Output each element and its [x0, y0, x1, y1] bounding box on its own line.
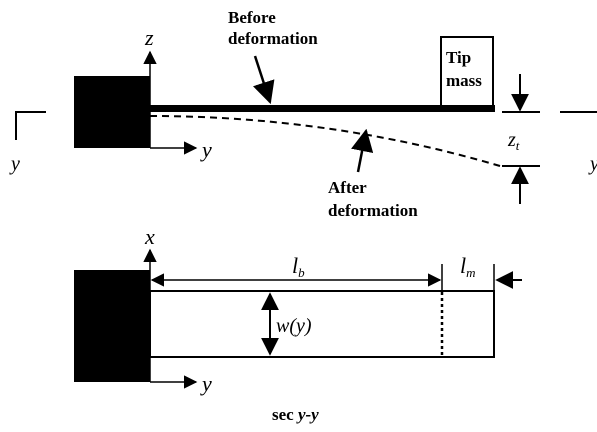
section-mark-left-label: y — [9, 153, 20, 175]
before-label-line2: deformation — [228, 29, 318, 48]
section-caption: sec y-y — [272, 405, 319, 424]
tip-mass-base — [441, 105, 495, 112]
tip-mass-label-line2: mass — [446, 71, 482, 90]
tip-mass-box — [440, 36, 494, 108]
beam-undeformed — [150, 105, 442, 112]
section-mark-right-label: y — [588, 153, 597, 175]
before-pointer-arrow — [253, 55, 275, 105]
y-axis-label: y — [200, 137, 212, 162]
after-label-line1: After — [328, 178, 367, 197]
before-label-line1: Before — [228, 8, 276, 27]
tip-mass-label-line1: Tip — [446, 48, 471, 67]
beam-plate — [149, 290, 495, 358]
lm-label: lm — [460, 253, 476, 280]
after-label-line2: deformation — [328, 201, 418, 220]
section-mark-left-line — [15, 111, 46, 140]
zt-label: zt — [507, 129, 520, 153]
clamp-block-section — [74, 270, 150, 382]
z-axis-label: z — [144, 25, 154, 50]
lb-label: lb — [292, 253, 305, 280]
y-axis-label-section: y — [200, 371, 212, 396]
x-axis-label: x — [144, 224, 155, 249]
top-view: z y Tip mass Before deformation After de… — [9, 8, 597, 220]
clamp-block — [74, 76, 150, 148]
width-label: w(y) — [276, 315, 312, 337]
after-pointer-arrow — [351, 128, 374, 173]
bottom-view: x y lb lm w(y) sec y-y — [74, 224, 522, 424]
